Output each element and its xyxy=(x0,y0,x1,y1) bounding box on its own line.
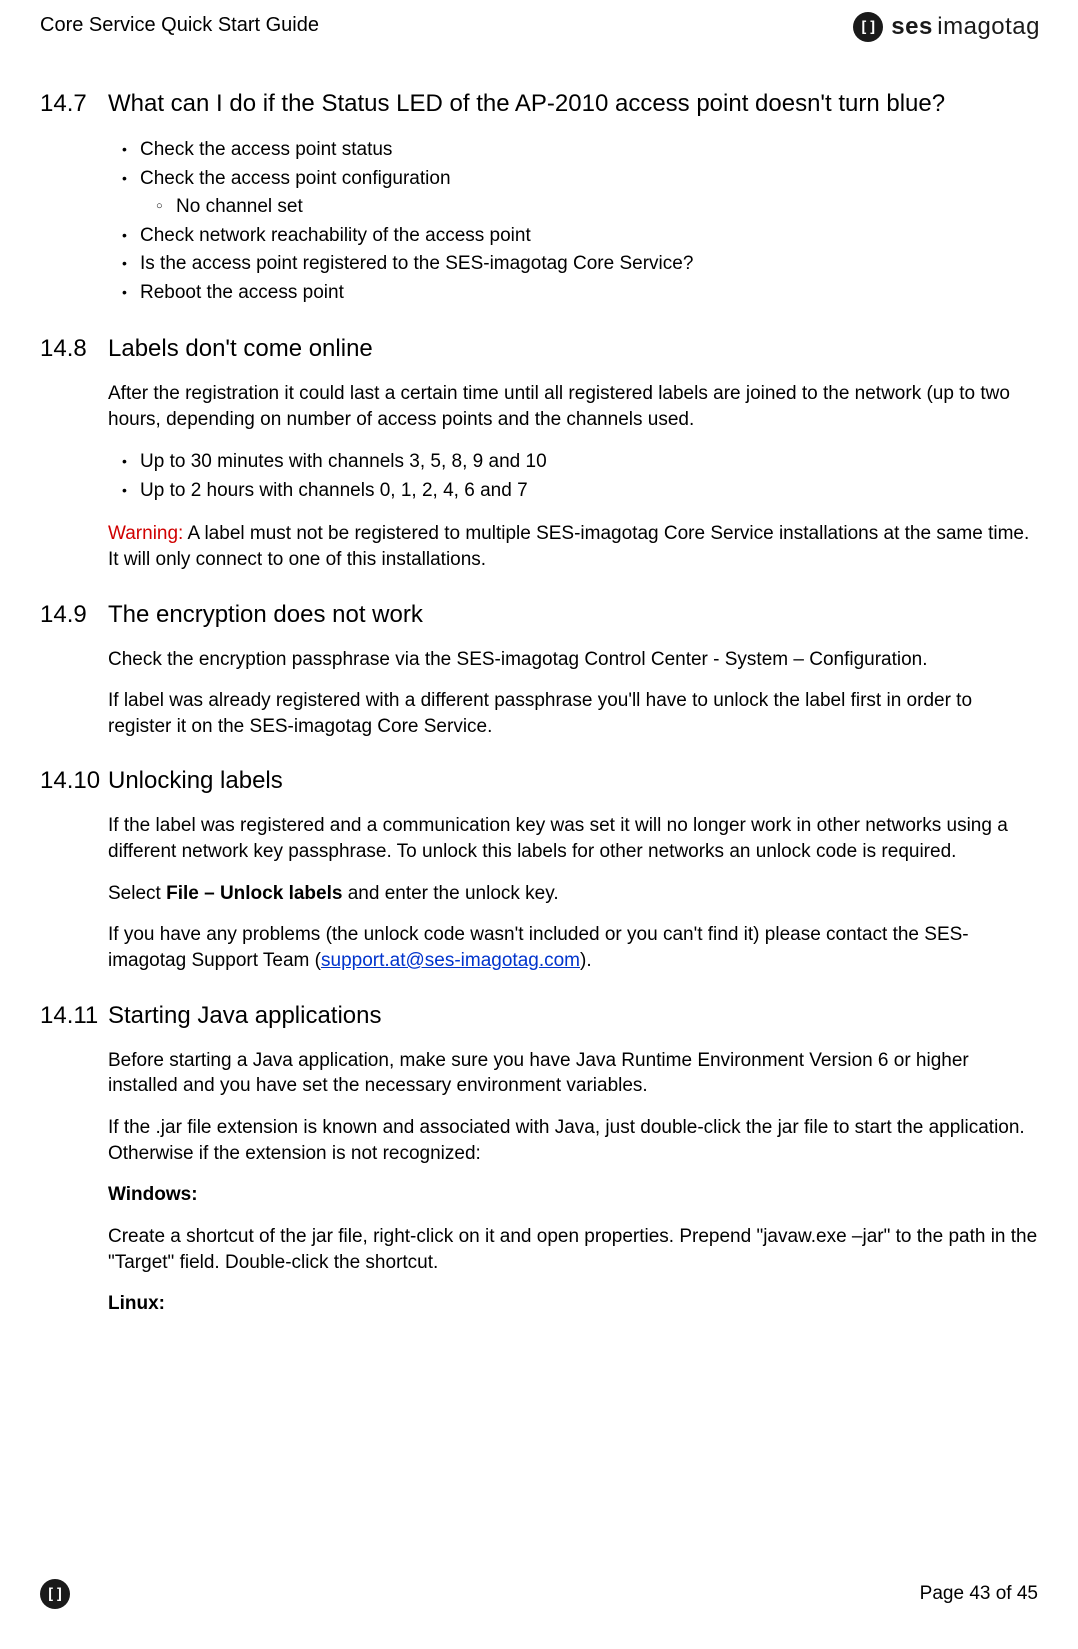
paragraph: If the .jar file extension is known and … xyxy=(108,1115,1040,1166)
bullet-list: Check the access point status Check the … xyxy=(108,136,1040,307)
support-email-link[interactable]: support.at@ses-imagotag.com xyxy=(321,950,580,971)
section-number: 14.7 xyxy=(40,90,108,118)
warning-label: Warning: xyxy=(108,523,183,544)
sub-bullet-list: No channel set xyxy=(140,193,1040,222)
section-body: Check the encryption passphrase via the … xyxy=(108,647,1040,740)
section-14-8: 14.8 Labels don't come online After the … xyxy=(40,335,1040,573)
section-heading: 14.11 Starting Java applications xyxy=(40,1002,1040,1030)
warning-paragraph: Warning: A label must not be registered … xyxy=(108,521,1040,572)
bullet-list: Up to 30 minutes with channels 3, 5, 8, … xyxy=(108,448,1040,505)
windows-heading: Windows: xyxy=(108,1184,198,1205)
text: and enter the unlock key. xyxy=(342,883,558,904)
list-item: No channel set xyxy=(176,193,1040,222)
section-number: 14.11 xyxy=(40,1002,108,1030)
section-heading: 14.7 What can I do if the Status LED of … xyxy=(40,90,1040,118)
paragraph: If you have any problems (the unlock cod… xyxy=(108,922,1040,973)
doc-title: Core Service Quick Start Guide xyxy=(40,12,319,37)
section-14-10: 14.10 Unlocking labels If the label was … xyxy=(40,767,1040,973)
paragraph: Create a shortcut of the jar file, right… xyxy=(108,1224,1040,1275)
list-item: Check the access point configuration No … xyxy=(140,165,1040,222)
section-body: If the label was registered and a commun… xyxy=(108,813,1040,973)
paragraph: Select File – Unlock labels and enter th… xyxy=(108,881,1040,907)
section-14-7: 14.7 What can I do if the Status LED of … xyxy=(40,90,1040,307)
paragraph: Check the encryption passphrase via the … xyxy=(108,647,1040,673)
section-heading: 14.10 Unlocking labels xyxy=(40,767,1040,795)
page-header: Core Service Quick Start Guide [] ses im… xyxy=(40,12,1040,42)
section-title: Starting Java applications xyxy=(108,1002,382,1030)
logo-imagotag-text: imagotag xyxy=(937,13,1040,40)
section-heading: 14.9 The encryption does not work xyxy=(40,601,1040,629)
list-item: Check network reachability of the access… xyxy=(140,222,1040,251)
text: Select xyxy=(108,883,166,904)
section-heading: 14.8 Labels don't come online xyxy=(40,335,1040,363)
paragraph: If the label was registered and a commun… xyxy=(108,813,1040,864)
bold-text: File – Unlock labels xyxy=(166,883,342,904)
list-item: Check the access point status xyxy=(140,136,1040,165)
logo-ses-text: ses xyxy=(891,13,933,40)
list-item: Up to 2 hours with channels 0, 1, 2, 4, … xyxy=(140,477,1040,506)
logo-mark-icon: [] xyxy=(853,12,883,42)
footer-logo-icon: [] xyxy=(40,1579,70,1609)
text: ). xyxy=(580,950,592,971)
page-footer: [] Page 43 of 45 xyxy=(40,1579,1038,1609)
logo-text: ses imagotag xyxy=(891,13,1040,41)
section-title: The encryption does not work xyxy=(108,601,423,629)
section-number: 14.10 xyxy=(40,767,108,795)
section-body: Check the access point status Check the … xyxy=(108,136,1040,307)
brand-logo: [] ses imagotag xyxy=(853,12,1040,42)
page-number: Page 43 of 45 xyxy=(920,1583,1038,1605)
list-item: Reboot the access point xyxy=(140,279,1040,308)
paragraph: After the registration it could last a c… xyxy=(108,381,1040,432)
document-page: Core Service Quick Start Guide [] ses im… xyxy=(0,0,1078,1649)
os-heading: Linux: xyxy=(108,1291,1040,1317)
section-title: Labels don't come online xyxy=(108,335,373,363)
section-body: Before starting a Java application, make… xyxy=(108,1048,1040,1317)
section-14-11: 14.11 Starting Java applications Before … xyxy=(40,1002,1040,1317)
section-title: Unlocking labels xyxy=(108,767,283,795)
section-14-9: 14.9 The encryption does not work Check … xyxy=(40,601,1040,740)
section-body: After the registration it could last a c… xyxy=(108,381,1040,573)
paragraph: If label was already registered with a d… xyxy=(108,688,1040,739)
section-title: What can I do if the Status LED of the A… xyxy=(108,90,945,118)
section-number: 14.8 xyxy=(40,335,108,363)
paragraph: Before starting a Java application, make… xyxy=(108,1048,1040,1099)
section-number: 14.9 xyxy=(40,601,108,629)
list-item: Is the access point registered to the SE… xyxy=(140,250,1040,279)
os-heading: Windows: xyxy=(108,1182,1040,1208)
linux-heading: Linux: xyxy=(108,1293,165,1314)
list-item: Up to 30 minutes with channels 3, 5, 8, … xyxy=(140,448,1040,477)
list-item-text: Check the access point configuration xyxy=(140,168,451,189)
warning-text: A label must not be registered to multip… xyxy=(108,523,1029,570)
